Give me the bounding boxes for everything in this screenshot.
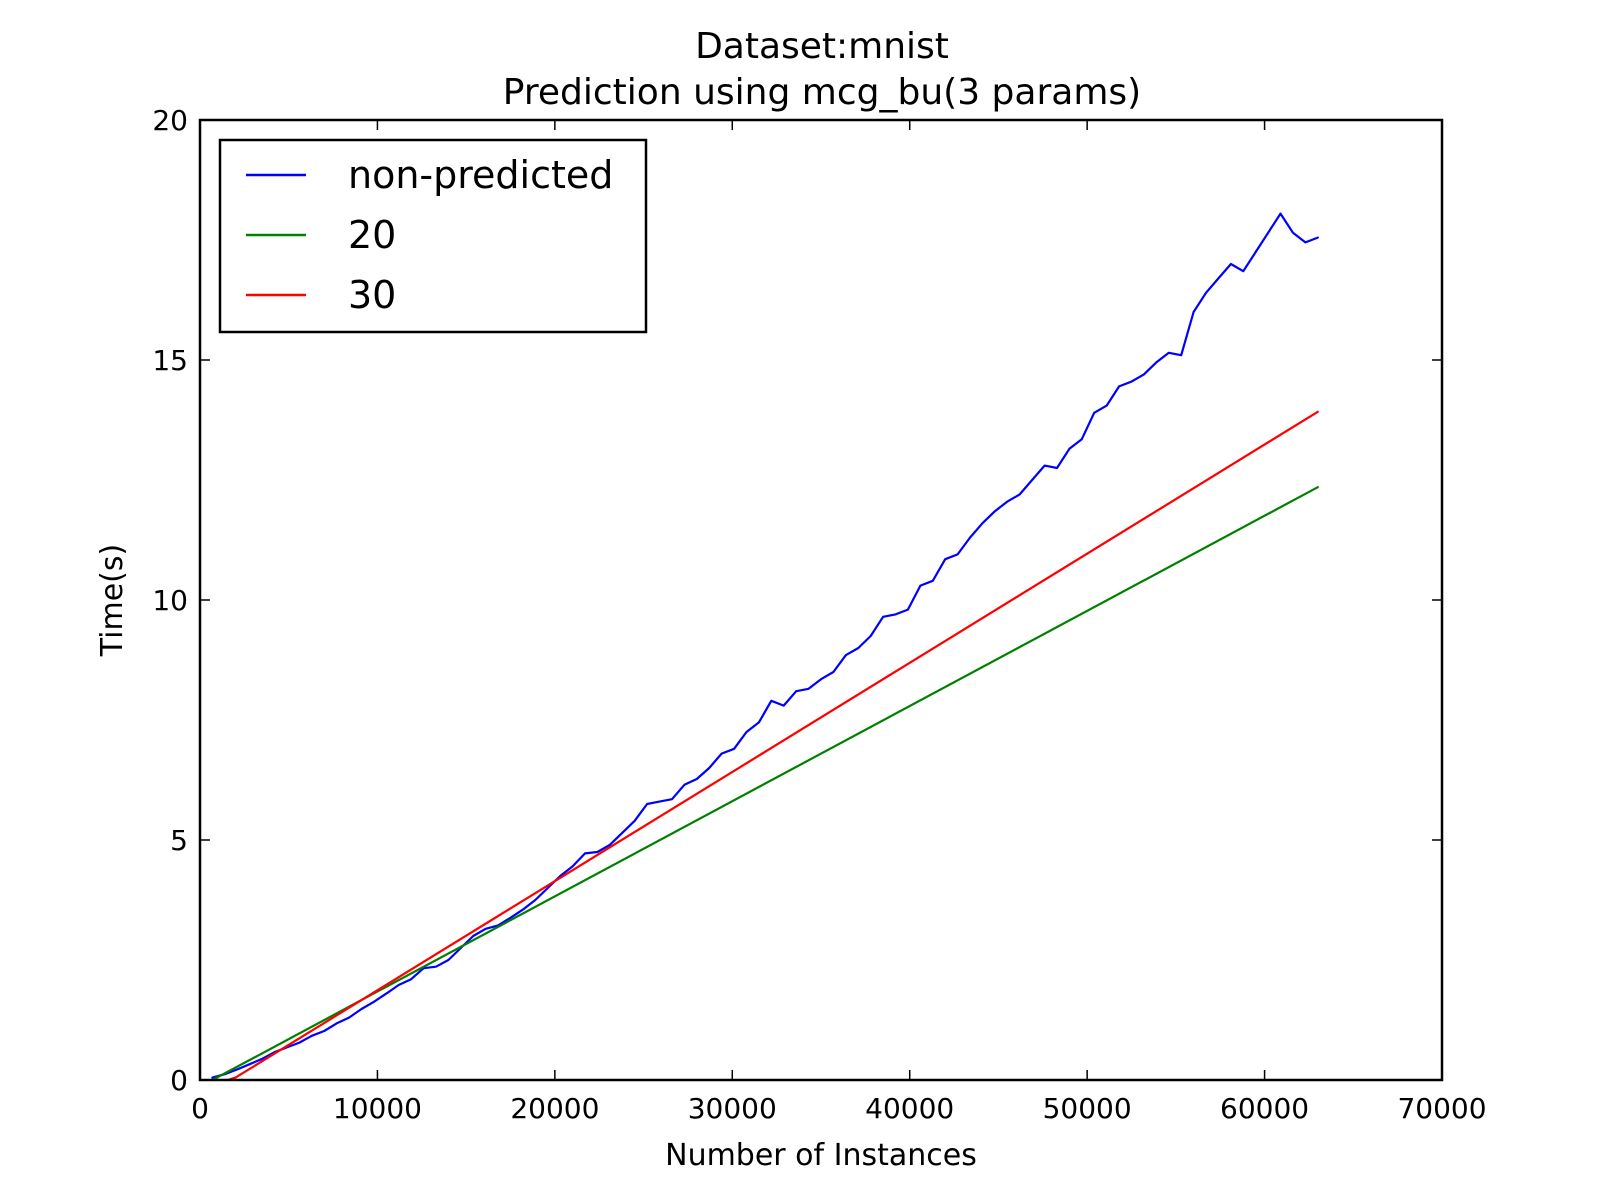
legend: non-predicted 20 30	[218, 138, 648, 334]
x-tick-label: 20000	[510, 1092, 599, 1125]
plot-area: 0 10000 20000 30000 40000 50000 60000 70000 0 5 1…	[152, 104, 1486, 1125]
x-tick-label: 60000	[1220, 1092, 1309, 1125]
legend-entry-label: non-predicted	[348, 153, 613, 197]
x-tick-label: 0	[191, 1092, 209, 1125]
x-tick-label: 40000	[865, 1092, 954, 1125]
x-axis: 0 10000 20000 30000 40000 50000 60000 70000	[191, 120, 1487, 1125]
y-tick-label: 20	[152, 104, 188, 137]
y-tick-label: 10	[152, 584, 188, 617]
x-tick-label: 10000	[333, 1092, 422, 1125]
series-line-1	[211, 486, 1319, 1080]
y-axis: 0 5 10 15 20	[152, 104, 1442, 1097]
legend-entry-label: 20	[348, 213, 396, 257]
chart-subtitle: Prediction using mcg_bu(3 params)	[503, 72, 1141, 113]
y-axis-label: Time(s)	[95, 544, 130, 657]
x-tick-label: 70000	[1397, 1092, 1486, 1125]
y-tick-label: 0	[170, 1064, 188, 1097]
series-group	[211, 212, 1319, 1080]
chart-title: Dataset:mnist	[695, 26, 949, 67]
x-tick-label: 30000	[688, 1092, 777, 1125]
series-line-0	[211, 212, 1319, 1079]
series-line-2	[224, 410, 1319, 1080]
x-tick-label: 50000	[1043, 1092, 1132, 1125]
y-tick-label: 5	[170, 824, 188, 857]
x-axis-label: Number of Instances	[665, 1138, 977, 1173]
y-tick-label: 15	[152, 344, 188, 377]
legend-entry-label: 30	[348, 273, 396, 317]
